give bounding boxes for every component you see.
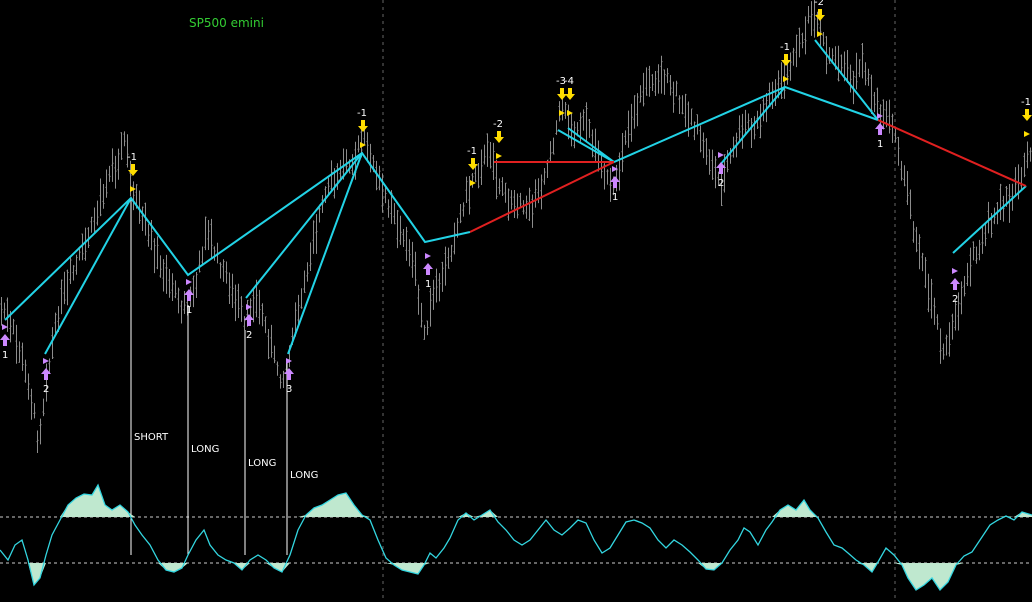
oscillator-upper-fill — [0, 485, 1032, 517]
signal-label: SHORT — [134, 432, 169, 443]
sell-marker — [817, 31, 823, 37]
sell-arrow-label: -3 — [556, 76, 566, 87]
buy-arrow-label: 1 — [186, 305, 192, 316]
buy-arrow-icon — [875, 123, 885, 135]
long-trend-line — [4, 151, 471, 321]
sell-arrow-icon — [565, 88, 575, 100]
sell-marker — [1024, 131, 1030, 137]
buy-arrow-icon — [244, 314, 254, 326]
sell-arrow-label: -4 — [564, 76, 574, 87]
long-trend-line — [567, 127, 615, 163]
long-trend-line — [557, 85, 879, 164]
oscillator — [0, 483, 1032, 592]
buy-marker — [186, 279, 192, 285]
sell-arrow-icon — [1022, 109, 1032, 121]
buy-marker — [877, 113, 883, 119]
buy-arrow-label: 1 — [2, 350, 8, 361]
sell-arrow-label: -1 — [780, 42, 790, 53]
sell-marker — [496, 153, 502, 159]
buy-arrow-label: 1 — [877, 139, 883, 150]
price-bars — [0, 0, 1032, 453]
buy-marker — [286, 358, 292, 364]
buy-marker — [246, 304, 252, 310]
sell-arrow-icon — [358, 120, 368, 132]
buy-marker — [43, 358, 49, 364]
long-trend-line — [287, 152, 363, 355]
signal-label: LONG — [191, 444, 219, 455]
chart-title: SP500 emini — [189, 16, 264, 30]
signal-arrows: -1 -1 -1 -2 -3-4 -1 -2 -1 1 2 1 2 3 1 1 2 1 2 — [0, 0, 1032, 395]
sell-marker — [360, 142, 366, 148]
buy-marker — [2, 324, 8, 330]
buy-arrow-icon — [0, 334, 10, 346]
sell-arrow-label: -1 — [467, 146, 477, 157]
signal-label: LONG — [290, 470, 318, 481]
buy-arrow-icon — [423, 263, 433, 275]
buy-marker — [612, 166, 618, 172]
buy-arrow-label: 3 — [286, 384, 292, 395]
trend-lines — [4, 39, 1027, 355]
sell-arrow-label: -2 — [814, 0, 824, 8]
signal-label: LONG — [248, 458, 276, 469]
signal-lines: SHORT LONG LONG LONG — [130, 198, 318, 555]
buy-marker — [718, 152, 724, 158]
sell-arrow-label: -1 — [357, 108, 367, 119]
buy-marker — [425, 253, 431, 259]
buy-arrow-icon — [284, 368, 294, 380]
buy-arrow-icon — [716, 162, 726, 174]
sell-marker — [470, 180, 476, 186]
short-trend-line — [877, 119, 1027, 187]
buy-arrow-icon — [41, 368, 51, 380]
long-trend-line — [44, 197, 132, 355]
long-trend-line — [719, 86, 786, 166]
buy-arrow-icon — [610, 176, 620, 188]
sell-arrow-icon — [557, 88, 567, 100]
long-trend-line — [814, 39, 879, 121]
oscillator-levels — [0, 516, 1032, 564]
sell-arrow-icon — [494, 131, 504, 143]
long-trend-line — [245, 152, 363, 299]
short-trend-line — [469, 161, 615, 233]
buy-arrow-label: 1 — [612, 192, 618, 203]
buy-arrow-icon — [184, 289, 194, 301]
buy-arrow-icon — [950, 278, 960, 290]
sell-marker — [783, 76, 789, 82]
sell-arrow-icon — [815, 9, 825, 21]
sell-arrow-icon — [781, 54, 791, 66]
buy-arrow-label: 2 — [952, 294, 958, 305]
oscillator-line — [0, 483, 1032, 592]
sell-arrow-icon — [128, 164, 138, 176]
sell-arrow-label: -1 — [1021, 97, 1031, 108]
sell-arrow-label: -1 — [127, 152, 137, 163]
sell-arrow-label: -2 — [493, 119, 503, 130]
buy-arrow-label: 2 — [718, 178, 724, 189]
buy-arrow-label: 1 — [425, 279, 431, 290]
buy-arrow-label: 2 — [43, 384, 49, 395]
sell-marker — [130, 186, 136, 192]
sell-arrow-icon — [468, 158, 478, 170]
long-trend-line — [952, 185, 1027, 254]
oscillator-lower-fill — [0, 563, 1032, 590]
session-separators — [382, 0, 896, 602]
sell-marker — [559, 110, 565, 116]
buy-marker — [952, 268, 958, 274]
sell-marker — [567, 110, 573, 116]
buy-arrow-label: 2 — [246, 330, 252, 341]
